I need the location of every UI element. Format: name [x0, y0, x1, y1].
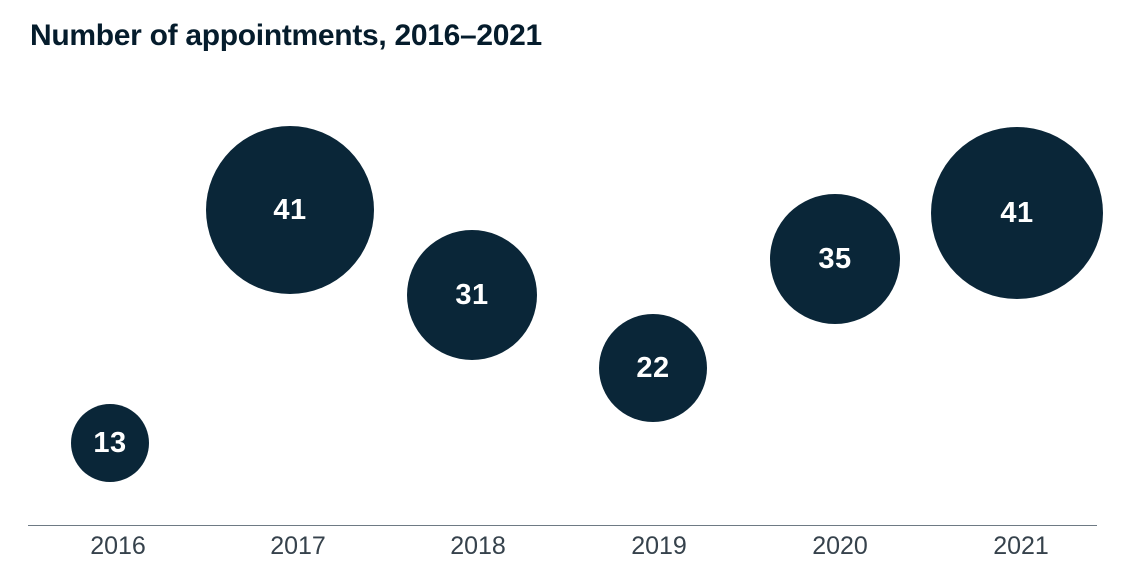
- x-tick-label-2019: 2019: [631, 532, 687, 560]
- x-tick-label-2017: 2017: [270, 532, 326, 560]
- bubble-2021: 41: [931, 127, 1103, 299]
- x-tick-label-2021: 2021: [993, 532, 1049, 560]
- bubble-2019: 22: [599, 314, 707, 422]
- bubble-value-label: 13: [93, 426, 127, 459]
- x-tick-label-2016: 2016: [90, 532, 146, 560]
- chart-title: Number of appointments, 2016–2021: [30, 19, 542, 52]
- bubble-value-label: 35: [818, 242, 852, 275]
- bubble-value-label: 41: [1000, 196, 1034, 229]
- bubble-value-label: 22: [636, 351, 670, 384]
- x-tick-label-2018: 2018: [450, 532, 506, 560]
- bubble-value-label: 31: [455, 278, 489, 311]
- bubble-value-label: 41: [273, 193, 307, 226]
- bubble-2017: 41: [206, 126, 374, 294]
- bubble-2018: 31: [407, 230, 537, 360]
- bubble-2016: 13: [71, 404, 149, 482]
- x-tick-label-2020: 2020: [812, 532, 868, 560]
- x-axis-line: [28, 525, 1097, 526]
- bubble-2020: 35: [770, 194, 900, 324]
